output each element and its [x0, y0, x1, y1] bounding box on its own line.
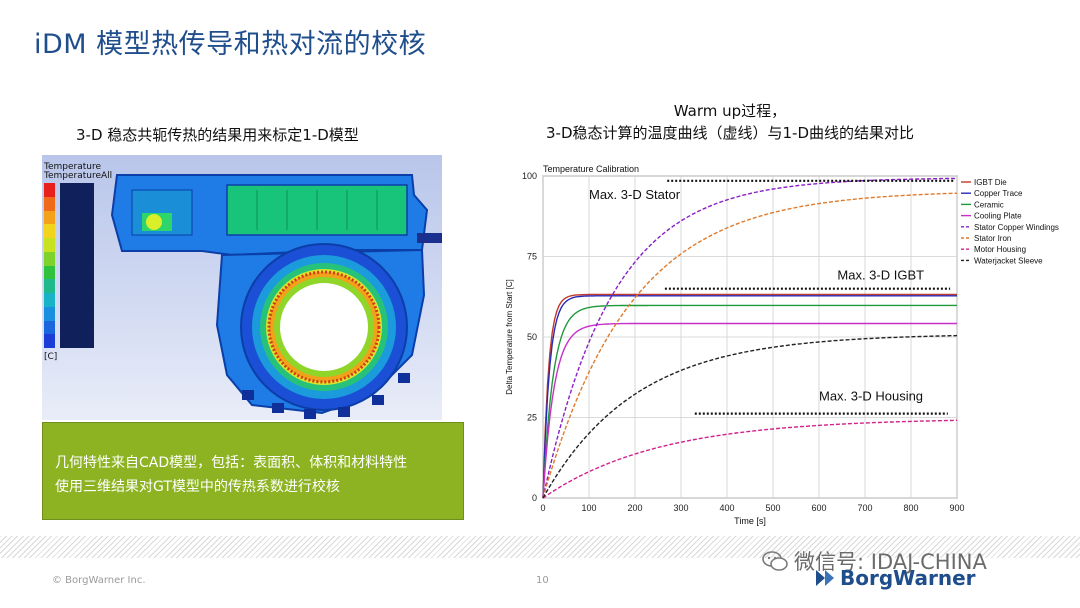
y-tick-label: 25 — [527, 413, 537, 423]
cfd-legend-value-panel — [60, 183, 94, 348]
x-tick-label: 300 — [673, 503, 688, 513]
cfd-legend-swatch — [44, 334, 55, 348]
cfd-legend-swatch — [44, 196, 55, 211]
series-line — [542, 304, 957, 499]
geometry-note-line2: 使用三维结果对GT模型中的传热系数进行校核 — [55, 479, 340, 495]
x-tick-label: 900 — [949, 503, 964, 513]
y-tick-label: 0 — [532, 493, 537, 503]
borgwarner-logo: BorgWarner — [814, 566, 976, 590]
cfd-legend-swatch — [44, 265, 55, 280]
legend-entry: Stator Copper Windings — [974, 223, 1059, 232]
legend-entry: Stator Iron — [974, 234, 1011, 243]
reference-label: Max. 3-D Housing — [819, 389, 923, 404]
series-line — [542, 293, 957, 499]
cfd-motor-geometry — [110, 174, 442, 419]
x-tick-label: 700 — [857, 503, 872, 513]
x-axis-label: Time [s] — [734, 516, 766, 526]
series-line — [542, 419, 958, 499]
brand-name: BorgWarner — [840, 566, 976, 590]
geometry-note-line1: 几何特性来自CAD模型，包括：表面积、体积和材料特性 — [55, 455, 408, 471]
legend-entry: Cooling Plate — [974, 212, 1022, 221]
x-tick-label: 0 — [540, 503, 545, 513]
y-tick-label: 75 — [527, 252, 537, 262]
y-tick-label: 100 — [522, 171, 537, 181]
x-tick-label: 600 — [811, 503, 826, 513]
cfd-legend-swatch — [44, 238, 55, 252]
cfd-legend-title: Temperature — [44, 162, 102, 172]
x-tick-label: 400 — [719, 503, 734, 513]
slide-title: iDM 模型热传导和热对流的校核 — [34, 29, 427, 60]
chart-svg: 0 100 200 300 400 500 600 700 800 900 0 25 50 75 100 Te… — [505, 164, 1059, 526]
x-tick-label: 100 — [581, 503, 596, 513]
series-line — [542, 322, 957, 499]
legend-entry: Motor Housing — [974, 245, 1026, 254]
legend-entry: IGBT Die — [974, 178, 1007, 187]
chart-title: Temperature Calibration — [543, 164, 639, 174]
footer-hatch-band — [0, 536, 1080, 558]
x-tick-label: 800 — [903, 503, 918, 513]
cfd-subtitle: 3-D 稳态共轭传热的结果用来标定1-D模型 — [76, 126, 359, 144]
cfd-color-legend — [44, 183, 55, 348]
y-tick-label: 50 — [527, 332, 537, 342]
cfd-legend-swatch — [44, 224, 55, 238]
series-line — [542, 192, 958, 499]
cfd-legend-swatch — [44, 320, 55, 335]
cfd-legend-swatch — [44, 293, 55, 307]
footer-copyright: © BorgWarner Inc. — [52, 575, 146, 586]
wechat-icon — [762, 551, 788, 571]
cfd-temperature-image: Temperature TemperatureAll [C] — [42, 155, 442, 420]
wechat-id-text: 微信号: IDAJ-CHINA — [794, 550, 987, 574]
cfd-legend-unit: [C] — [44, 352, 58, 362]
x-tick-label: 200 — [627, 503, 642, 513]
cfd-legend-swatch — [44, 210, 55, 225]
cfd-legend-swatch — [44, 279, 55, 293]
chart-subtitle-line1: Warm up过程， — [673, 102, 787, 120]
chart-subtitle-line2: 3-D稳态计算的温度曲线（虚线）与1-D曲线的结果对比 — [545, 124, 914, 142]
cfd-legend-swatch — [44, 306, 55, 321]
x-tick-label: 500 — [765, 503, 780, 513]
borgwarner-emblem-icon — [816, 570, 834, 586]
legend-entry: Ceramic — [974, 200, 1004, 209]
series-line — [542, 295, 957, 499]
legend-entry: Waterjacket Sleeve — [974, 256, 1043, 265]
cfd-legend-subtitle: TemperatureAll — [44, 171, 113, 181]
reference-label: Max. 3-D Stator — [589, 187, 681, 202]
cfd-legend-swatch — [44, 183, 55, 197]
wechat-watermark: 微信号: IDAJ-CHINA — [762, 546, 987, 576]
legend-entry: Copper Trace — [974, 189, 1023, 198]
geometry-notes-box: 几何特性来自CAD模型，包括：表面积、体积和材料特性 使用三维结果对GT模型中的… — [42, 422, 464, 520]
page-number: 10 — [536, 575, 549, 586]
temperature-calibration-chart: 0 100 200 300 400 500 600 700 800 900 0 25 50 75 100 Te… — [500, 160, 1080, 532]
chart-subtitle: Warm up过程， 3-D稳态计算的温度曲线（虚线）与1-D曲线的结果对比 — [520, 100, 940, 144]
reference-label: Max. 3-D IGBT — [837, 268, 924, 283]
series-line — [542, 334, 958, 499]
y-axis-label: Delta Temperature from Start [C] — [505, 279, 514, 394]
cfd-legend-swatch — [44, 251, 55, 266]
